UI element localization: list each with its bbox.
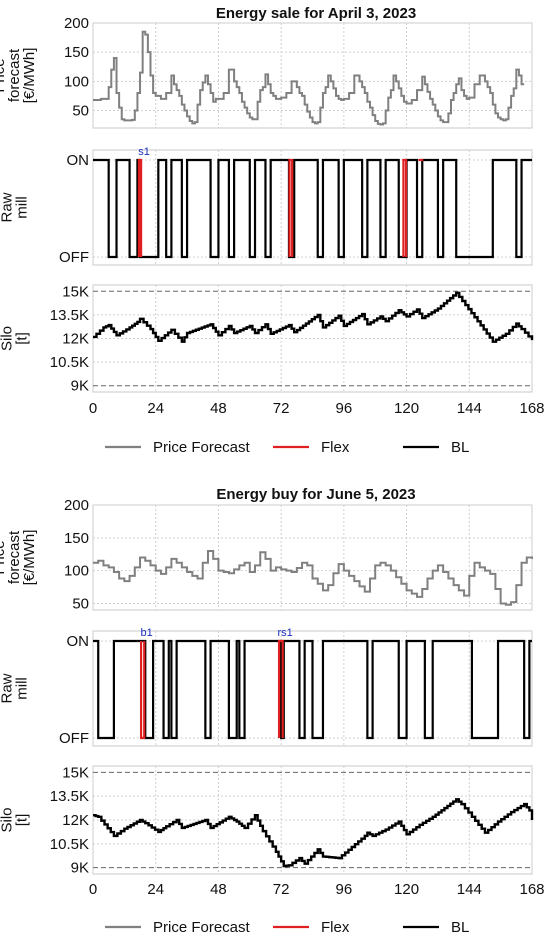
chart-title: Energy sale for April 3, 2023	[216, 5, 416, 22]
x-tick-label: 168	[519, 400, 544, 417]
bl-line	[93, 158, 532, 259]
legend-label: Flex	[321, 439, 350, 456]
flex-line	[288, 158, 294, 257]
axis-label: [€/MWh]	[21, 48, 38, 104]
legend-label: Price Forecast	[153, 919, 251, 936]
y-tick-label: OFF	[59, 730, 89, 747]
y-tick-label: 13.5K	[50, 307, 89, 324]
y-tick-label: 12K	[62, 812, 89, 829]
x-tick-label: 48	[210, 881, 227, 898]
y-tick-label: 150	[64, 44, 89, 61]
y-tick-label: 100	[64, 73, 89, 90]
flex-line	[137, 158, 143, 257]
x-tick-label: 96	[336, 400, 353, 417]
legend-label: BL	[451, 919, 469, 936]
x-tick-label: 120	[394, 881, 419, 898]
legend: Price Forecast Flex BL	[105, 919, 469, 936]
annotation-label: rs1	[278, 627, 293, 639]
y-tick-label: 10.5K	[50, 836, 89, 853]
y-tick-label: 9K	[71, 378, 89, 395]
legend-label: Flex	[321, 919, 350, 936]
y-tick-label: 10.5K	[50, 354, 89, 371]
annotation-label: b1	[141, 627, 153, 639]
flex-line	[402, 158, 408, 257]
axis-label: Raw	[0, 673, 16, 703]
y-tick-label: OFF	[59, 249, 89, 266]
x-tick-label: 72	[273, 400, 290, 417]
x-tick-label: 0	[89, 400, 97, 417]
silo-ylabel: Silo[t]	[0, 807, 31, 832]
x-tick-label: 96	[336, 881, 353, 898]
axis-label: Price	[0, 540, 8, 574]
x-tick-label: 144	[457, 881, 482, 898]
price-forecast-line	[93, 549, 533, 606]
axis-label: forecast	[6, 48, 23, 102]
y-tick-label: 15K	[62, 764, 89, 781]
energy-buy-figure: Energy buy for June 5, 2023 Priceforecas…	[0, 486, 545, 936]
flex-line	[277, 639, 284, 738]
y-tick-label: 200	[64, 15, 89, 32]
axis-label: mill	[14, 196, 31, 219]
y-tick-label: 50	[72, 103, 89, 120]
x-tick-label: 72	[273, 881, 290, 898]
y-tick-label: ON	[67, 152, 90, 169]
flex-line	[139, 641, 146, 740]
y-tick-label: 200	[64, 497, 89, 514]
x-tick-label: 0	[89, 881, 97, 898]
y-tick-label: 100	[64, 563, 89, 580]
legend-label: BL	[451, 439, 469, 456]
axis-label: [t]	[14, 332, 31, 345]
axis-label: forecast	[6, 530, 23, 584]
energy-sale-figure: Energy sale for April 3, 2023 Priceforec…	[0, 5, 545, 456]
x-tick-label: 144	[457, 400, 482, 417]
x-tick-label: 48	[210, 400, 227, 417]
y-tick-label: 12K	[62, 331, 89, 348]
y-tick-label: 150	[64, 530, 89, 547]
axis-label: [t]	[14, 814, 31, 827]
y-tick-label: 50	[72, 595, 89, 612]
silo-panel: Silo[t] 9K 10.5K 12K 13.5K 15K	[0, 764, 534, 877]
y-tick-label: 13.5K	[50, 788, 89, 805]
y-tick-label: ON	[67, 633, 90, 650]
x-tick-label: 168	[519, 881, 544, 898]
x-tick-label: 120	[394, 400, 419, 417]
silo-panel: Silo[t] 9K 10.5K 12K 13.5K 15K	[0, 283, 534, 395]
axis-label: Price	[0, 58, 8, 92]
y-tick-label: 15K	[62, 283, 89, 300]
axis-label: Silo	[0, 807, 16, 832]
annotation-label: s1	[138, 146, 150, 158]
bl-line	[93, 639, 532, 740]
legend-label: Price Forecast	[153, 439, 251, 456]
panel-frame	[92, 22, 533, 129]
axis-label: Silo	[0, 326, 16, 351]
x-tick-label: 24	[147, 881, 164, 898]
silo-ylabel: Silo[t]	[0, 326, 31, 351]
silo-bl-line	[93, 798, 534, 868]
silo-bl-line	[93, 291, 534, 343]
y-tick-label: 9K	[71, 860, 89, 877]
axis-label: Raw	[0, 192, 16, 222]
axis-label: mill	[14, 677, 31, 700]
x-tick-label: 24	[147, 400, 164, 417]
axis-label: [€/MWh]	[21, 530, 38, 586]
legend: Price Forecast Flex BL	[105, 439, 469, 456]
panel-frame	[92, 504, 533, 611]
price-forecast-line	[93, 30, 525, 126]
chart-title: Energy buy for June 5, 2023	[216, 486, 415, 503]
